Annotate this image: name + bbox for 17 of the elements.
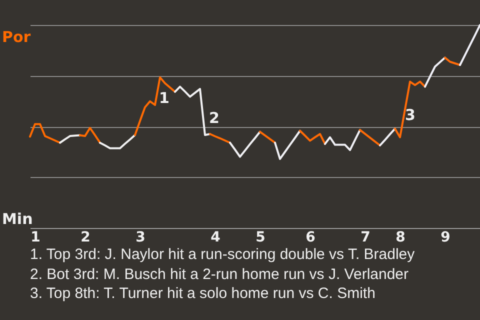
- annotation: 1: [159, 89, 170, 107]
- x-tick-label: 8: [396, 230, 406, 246]
- text: 2. Bot 3rd: M. Busch hit a 2-run home run vs J. Verlander: [30, 264, 410, 284]
- text: 3. Top 8th: T. Turner hit a solo home run vs C. Smith: [30, 284, 376, 304]
- x-tick-label: 4: [210, 230, 221, 246]
- x-tick-label: 9: [440, 230, 450, 246]
- annotation: 3: [405, 106, 416, 124]
- x-tick-label: 5: [256, 230, 266, 246]
- annotation: 2: [209, 109, 220, 127]
- x-tick-label: 7: [360, 230, 370, 246]
- x-tick-label: 1: [30, 230, 40, 246]
- annotation: Min: [2, 210, 33, 228]
- x-tick-label: 2: [80, 230, 90, 246]
- x-tick-label: 6: [306, 230, 316, 246]
- annotation: Por: [2, 28, 31, 46]
- x-tick-label: 3: [136, 230, 146, 246]
- text: 1. Top 3rd: J. Naylor hit a run-scoring double vs T. Bradley: [30, 245, 415, 264]
